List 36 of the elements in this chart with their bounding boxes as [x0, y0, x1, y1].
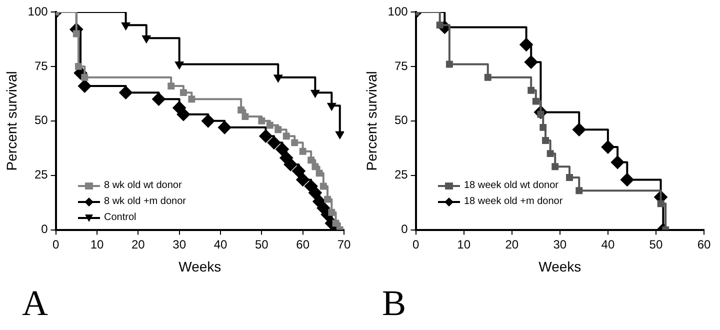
x-tick-label: 0: [52, 237, 60, 252]
x-tick-label: 10: [90, 237, 104, 252]
x-tick-label: 40: [214, 237, 228, 252]
x-tick-label: 60: [697, 237, 711, 252]
x-tick-label: 0: [412, 237, 420, 252]
y-tick-label: 75: [394, 58, 408, 73]
y-tick-label: 25: [394, 168, 408, 182]
y-axis-title: Percent survival: [363, 71, 380, 171]
legend-label: Control: [104, 211, 136, 225]
x-axis-title: Weeks: [178, 258, 222, 274]
x-tick-label: 60: [296, 237, 310, 252]
y-axis-title: Percent survival: [3, 71, 20, 171]
x-tick-label: 50: [649, 237, 663, 252]
x-tick-label: 30: [553, 237, 567, 252]
y-tick-label: 75: [34, 58, 48, 73]
y-tick-label: 100: [388, 4, 408, 18]
x-tick-label: 20: [131, 237, 146, 252]
legend-label: 8 wk old wt donor: [104, 179, 182, 193]
x-tick-label: 50: [254, 237, 269, 252]
x-tick-label: 40: [601, 237, 615, 252]
y-tick-label: 50: [34, 113, 48, 128]
y-tick-label: 0: [41, 222, 48, 236]
y-tick-label: 0: [401, 222, 408, 236]
y-tick-label: 100: [28, 4, 48, 18]
legend-label: 18 week old wt donor: [464, 179, 559, 193]
x-axis-title: Weeks: [538, 258, 582, 274]
y-tick-label: 25: [34, 168, 48, 182]
y-tick-label: 50: [394, 113, 408, 128]
x-tick-label: 20: [505, 237, 519, 252]
text: A: [22, 282, 48, 324]
legend-label: 18 week old +m donor: [464, 195, 563, 209]
x-tick-label: 10: [457, 237, 471, 252]
legend-label: 8 wk old +m donor: [104, 195, 186, 209]
x-tick-label: 70: [337, 237, 351, 252]
x-tick-label: 30: [172, 237, 186, 252]
text: B: [382, 282, 406, 324]
